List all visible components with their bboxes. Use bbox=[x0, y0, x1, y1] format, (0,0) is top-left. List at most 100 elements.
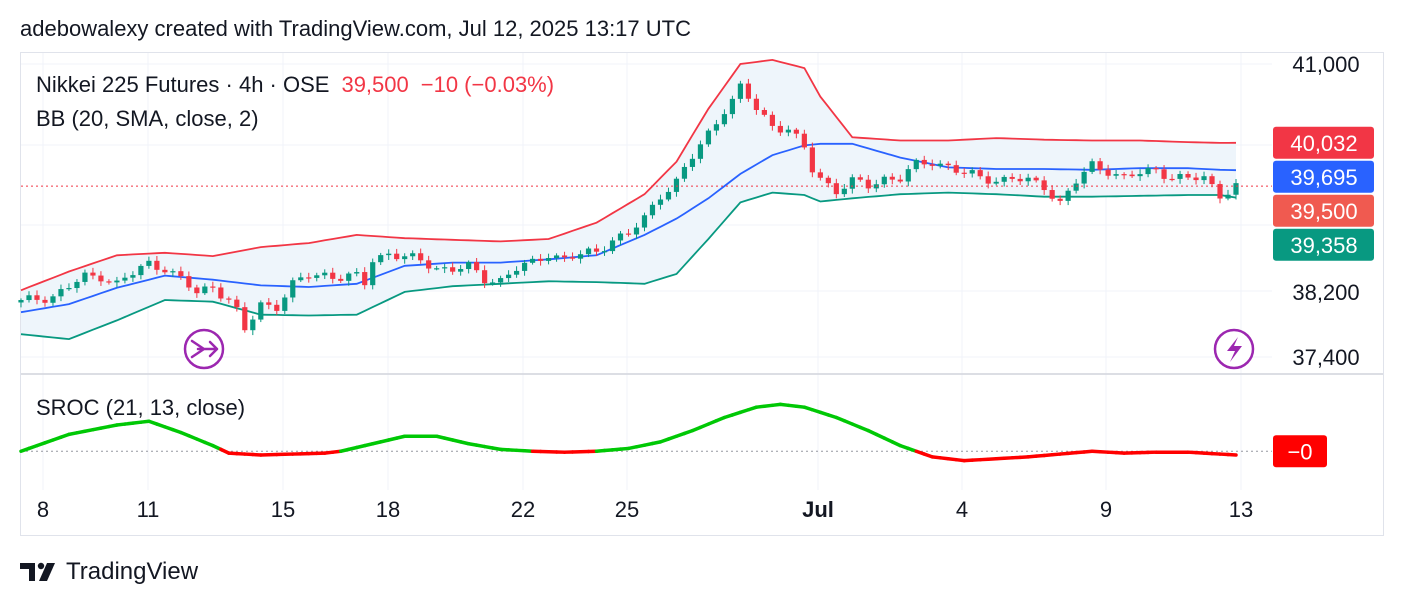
replay-arrow-icon[interactable] bbox=[183, 328, 225, 370]
candle bbox=[1137, 169, 1143, 181]
candle-body bbox=[505, 274, 512, 279]
candle bbox=[482, 265, 488, 289]
candle-body bbox=[937, 163, 943, 166]
candle bbox=[266, 298, 272, 310]
candle bbox=[1089, 158, 1095, 175]
candle-body bbox=[665, 191, 672, 200]
candle-body bbox=[793, 129, 799, 134]
price-label-text: 40,032 bbox=[1290, 131, 1357, 156]
bb-legend[interactable]: BB (20, SMA, close, 2) bbox=[36, 106, 259, 131]
candle-body bbox=[729, 98, 736, 115]
candle-body bbox=[905, 169, 911, 182]
candle bbox=[410, 250, 416, 261]
candle bbox=[505, 270, 512, 283]
candle-body bbox=[114, 280, 120, 283]
candle bbox=[777, 121, 783, 136]
candle bbox=[1209, 173, 1215, 188]
candle-body bbox=[529, 258, 536, 263]
candle-body bbox=[474, 262, 480, 271]
candle-body bbox=[1105, 169, 1111, 176]
candle-body bbox=[593, 248, 600, 252]
candle-body bbox=[130, 275, 136, 278]
candle-body bbox=[993, 181, 999, 184]
candle-body bbox=[577, 254, 584, 259]
candle-body bbox=[450, 267, 456, 272]
x-tick-label: 4 bbox=[956, 497, 968, 522]
candle bbox=[1009, 173, 1015, 183]
candle bbox=[370, 258, 376, 290]
candle-body bbox=[985, 176, 991, 184]
candle bbox=[673, 176, 680, 197]
candle bbox=[18, 298, 24, 308]
candle-body bbox=[410, 253, 416, 257]
candle-body bbox=[330, 272, 336, 279]
candle bbox=[50, 293, 56, 306]
candle-body bbox=[849, 177, 855, 189]
candle bbox=[250, 315, 256, 336]
candle bbox=[729, 95, 736, 119]
candle-body bbox=[569, 257, 576, 259]
candle bbox=[649, 201, 656, 219]
candle-body bbox=[146, 260, 152, 266]
candle-body bbox=[314, 275, 320, 278]
candle bbox=[466, 260, 472, 274]
candle-body bbox=[90, 272, 96, 276]
candle bbox=[889, 173, 895, 185]
candle bbox=[561, 251, 568, 262]
candle-body bbox=[833, 183, 839, 195]
sroc-value-text: −0 bbox=[1287, 439, 1312, 464]
candle-body bbox=[1009, 176, 1015, 179]
legend-change: −10 (−0.03%) bbox=[420, 72, 555, 97]
candle bbox=[793, 127, 799, 139]
tradingview-wordmark: TradingView bbox=[66, 558, 199, 585]
candle bbox=[689, 153, 696, 171]
tradingview-logo-icon bbox=[20, 562, 55, 581]
tradingview-brand[interactable]: TradingView bbox=[20, 558, 198, 586]
candle-body bbox=[338, 278, 344, 281]
candle-body bbox=[258, 302, 264, 320]
candle-body bbox=[609, 240, 616, 252]
candle bbox=[577, 250, 584, 264]
candle bbox=[1105, 164, 1111, 180]
candle-body bbox=[1201, 176, 1207, 181]
candle bbox=[593, 244, 600, 256]
candle-body bbox=[426, 260, 432, 269]
candle bbox=[657, 194, 664, 210]
lightning-icon[interactable] bbox=[1213, 328, 1255, 370]
chart-frame bbox=[20, 52, 1384, 536]
symbol-legend[interactable]: Nikkei 225 Futures · 4h · OSE 39,500 −10 (… bbox=[36, 72, 554, 98]
sroc-value-box bbox=[1273, 435, 1327, 468]
candle-body bbox=[945, 163, 951, 166]
candle-body bbox=[186, 276, 192, 288]
candle bbox=[1025, 173, 1031, 186]
candle bbox=[1049, 185, 1055, 202]
candle bbox=[282, 294, 288, 315]
candle-body bbox=[1185, 174, 1191, 178]
candle-body bbox=[386, 253, 392, 256]
candle bbox=[434, 265, 440, 271]
candle bbox=[705, 128, 712, 147]
candle-body bbox=[1209, 176, 1215, 185]
candle-body bbox=[1121, 174, 1127, 176]
candle-body bbox=[737, 83, 744, 99]
candle-body bbox=[1137, 174, 1143, 177]
candle-body bbox=[194, 287, 200, 294]
candle bbox=[569, 252, 576, 261]
candle-body bbox=[458, 269, 464, 272]
candle bbox=[426, 255, 432, 274]
price-label-text: 39,358 bbox=[1290, 233, 1357, 258]
candle-body bbox=[154, 260, 160, 270]
candle bbox=[697, 140, 704, 164]
candle-body bbox=[98, 275, 104, 282]
candle-body bbox=[266, 302, 272, 305]
sroc-legend[interactable]: SROC (21, 13, close) bbox=[36, 395, 246, 420]
candle-body bbox=[482, 270, 488, 284]
candle-body bbox=[953, 165, 959, 173]
candle bbox=[34, 290, 40, 305]
candle-body bbox=[649, 204, 656, 216]
candle bbox=[458, 264, 464, 276]
candle bbox=[913, 158, 919, 173]
candle bbox=[625, 228, 632, 237]
candle bbox=[785, 125, 791, 137]
